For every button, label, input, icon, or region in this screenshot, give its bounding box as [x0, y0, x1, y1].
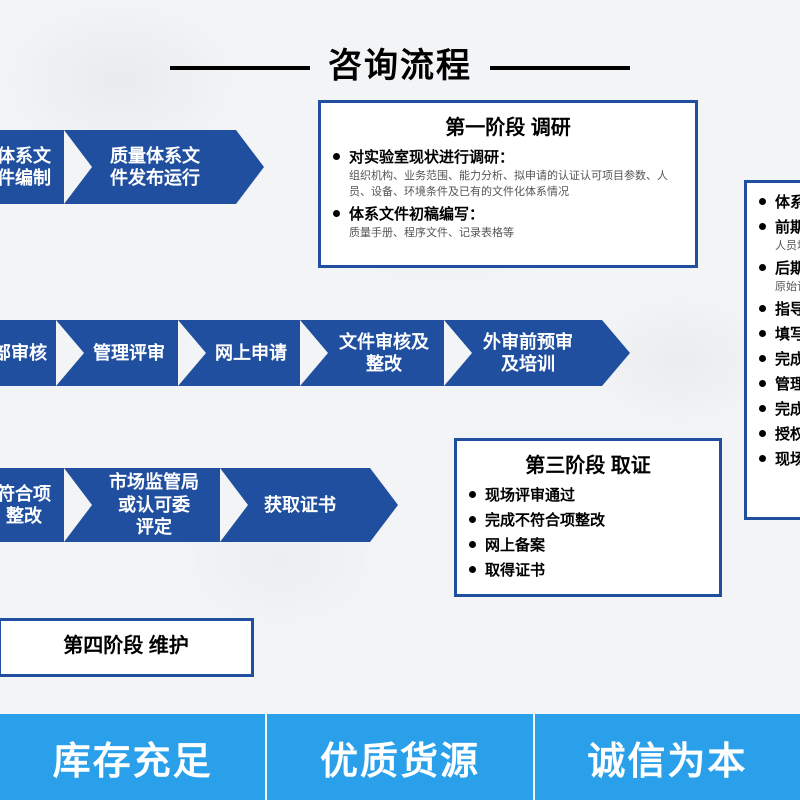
- banner-segment-text: 诚信为本: [587, 730, 747, 785]
- phase-item: 完成不符合项整改: [469, 509, 707, 530]
- phase-item: 指导: [759, 298, 800, 319]
- phase-item: 后期原始记录编写: [759, 257, 800, 294]
- flow-step: 质量体系文 件发布运行: [64, 130, 236, 204]
- page-title: 咨询流程: [0, 38, 800, 87]
- page-title-text: 咨询流程: [328, 47, 472, 85]
- flow-row-2: 部审核 管理评审 网上申请 文件审核及 整改 外审前预审 及培训: [0, 320, 588, 386]
- phase-item: 体系文件初稿编写：质量手册、程序文件、记录表格等: [333, 203, 683, 240]
- phase-item: 对实验室现状进行调研：组织机构、业务范围、能力分析、拟申请的认证认可项目参数、人…: [333, 146, 683, 199]
- phase-item: 填写: [759, 323, 800, 344]
- flow-step: 外审前预审 及培训: [444, 320, 602, 386]
- diagram-stage: 咨询流程 体系文 件编制 质量体系文 件发布运行 部审核 管理评审 网上申请 文件审核及…: [0, 0, 800, 800]
- flow-step-label: 符合项 整改: [0, 483, 51, 528]
- banner-segment-text: 库存充足: [53, 730, 213, 785]
- phase-item-list: 现场评审通过完成不符合项整改网上备案取得证书: [469, 484, 707, 580]
- flow-row-3: 符合项 整改 市场监管局 或认可委 评定 获取证书: [0, 468, 356, 542]
- flow-step: 文件审核及 整改: [300, 320, 458, 386]
- phase-item: 网上备案: [469, 534, 707, 555]
- phase-item: 现场: [759, 448, 800, 469]
- phase-item-sub: 原始记录编写: [775, 278, 800, 294]
- phase-item: 体系: [759, 191, 800, 212]
- phase-item: 完成: [759, 348, 800, 369]
- flow-step-label: 市场监管局 或认可委 评定: [109, 471, 199, 539]
- phase-item: 取得证书: [469, 559, 707, 580]
- phase-item: 完成: [759, 398, 800, 419]
- flow-step-label: 外审前预审 及培训: [483, 331, 573, 376]
- phase-title: 第一阶段 调研: [333, 111, 683, 140]
- phase-item-list: 体系前期人员培训后期原始记录编写指导填写完成管理完成授权现场: [759, 191, 800, 469]
- flow-row-1: 体系文 件编制 质量体系文 件发布运行: [0, 130, 222, 204]
- phase-item-list: 对实验室现状进行调研：组织机构、业务范围、能力分析、拟申请的认证认可项目参数、人…: [333, 146, 683, 240]
- flow-step: 网上申请: [178, 320, 314, 386]
- phase-item: 现场评审通过: [469, 484, 707, 505]
- phase-item: 前期人员培训: [759, 216, 800, 253]
- phase-item-sub: 组织机构、业务范围、能力分析、拟申请的认证认可项目参数、人员、设备、环境条件及已…: [349, 167, 683, 199]
- phase4-box: 第四阶段 维护: [0, 618, 254, 677]
- banner-segment: 库存充足: [0, 714, 265, 800]
- flow-step-label: 获取证书: [264, 494, 336, 517]
- flow-step-label: 体系文 件编制: [0, 145, 51, 190]
- phase1-box: 第一阶段 调研对实验室现状进行调研：组织机构、业务范围、能力分析、拟申请的认证认…: [318, 100, 698, 268]
- bottom-banner: 库存充足 优质货源 诚信为本: [0, 714, 800, 800]
- banner-segment-text: 优质货源: [320, 730, 480, 785]
- flow-step-label: 质量体系文 件发布运行: [110, 145, 200, 190]
- flow-step: 获取证书: [220, 468, 370, 542]
- phase-title: 第四阶段 维护: [13, 629, 239, 658]
- banner-segment: 优质货源: [267, 714, 532, 800]
- phase-item: 管理: [759, 373, 800, 394]
- title-rule-right: [490, 66, 630, 70]
- flow-step: 管理评审: [56, 320, 192, 386]
- phase-item-sub: 人员培训: [775, 237, 800, 253]
- flow-step-label: 部审核: [0, 342, 47, 365]
- phase-title: 第三阶段 取证: [469, 449, 707, 478]
- title-rule-left: [170, 66, 310, 70]
- banner-segment: 诚信为本: [535, 714, 800, 800]
- flow-step-label: 文件审核及 整改: [339, 331, 429, 376]
- phase-item: 授权: [759, 423, 800, 444]
- phase-item-sub: 质量手册、程序文件、记录表格等: [349, 224, 683, 240]
- flow-step-label: 管理评审: [93, 342, 165, 365]
- flow-step: 市场监管局 或认可委 评定: [64, 468, 234, 542]
- phase3-box: 第三阶段 取证现场评审通过完成不符合项整改网上备案取得证书: [454, 438, 722, 597]
- side-box: 体系前期人员培训后期原始记录编写指导填写完成管理完成授权现场: [744, 180, 800, 520]
- flow-step-label: 网上申请: [215, 342, 287, 365]
